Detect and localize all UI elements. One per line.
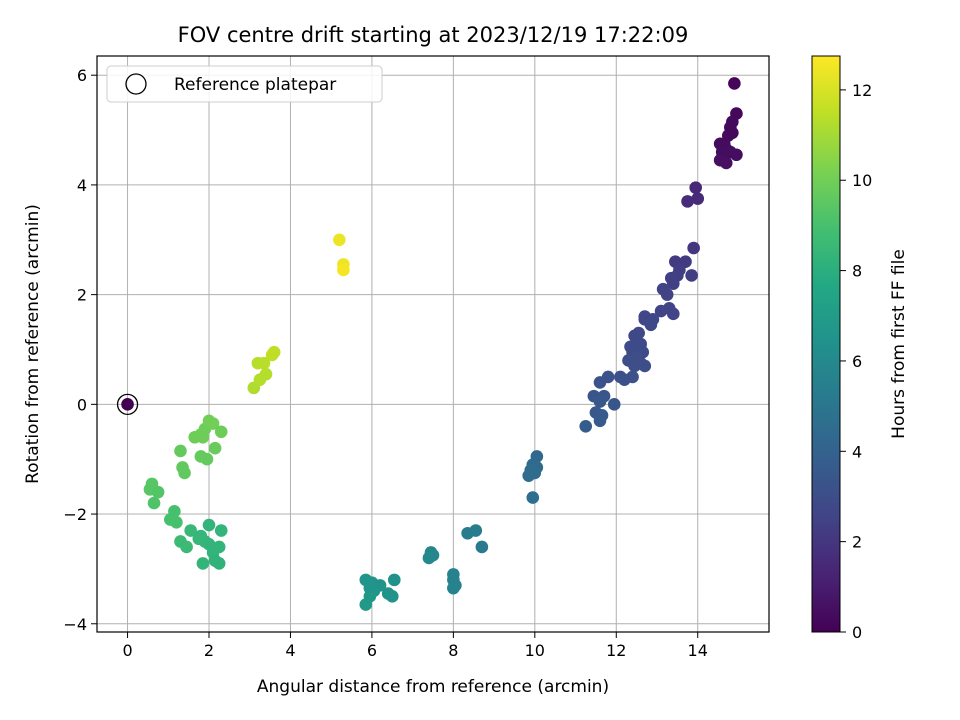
data-point [208,441,222,455]
colorbar-tick-label: 8 [852,262,862,281]
reference-point [116,393,139,415]
y-tick-label: 4 [77,176,87,195]
data-point [593,395,607,408]
legend-box [106,65,383,103]
data-point [170,515,183,529]
y-tick-label: 2 [77,286,87,305]
reference-point-ring [116,393,139,415]
data-point [388,573,401,587]
data-point [422,551,436,565]
data-point [385,590,399,603]
data-point [259,367,273,381]
x-tick-label: 10 [525,641,545,660]
data-point [196,557,210,570]
data-point [628,359,641,373]
x-tick-label: 4 [285,641,295,660]
data-point [174,444,187,458]
data-point [522,469,536,482]
data-point [469,524,483,537]
data-point [719,156,733,170]
data-point [593,376,607,389]
x-tick-label: 6 [367,641,377,660]
data-point [660,288,674,301]
data-point [212,557,226,570]
colorbar [811,55,841,633]
data-point [200,452,214,466]
data-point [638,359,652,373]
data-point [475,540,489,554]
grid [97,56,769,632]
data-point [728,77,741,90]
x-tick-label: 14 [688,641,708,660]
data-point [337,263,350,277]
data-point [147,496,161,510]
chart-title: FOV centre drift starting at 2023/12/19 … [178,23,689,47]
legend-entry-reference: Reference platepar [174,75,336,95]
reference-point-marker [121,398,134,411]
data-point [644,318,658,332]
data-point [359,598,373,611]
x-axis-label: Angular distance from reference (arcmin) [257,677,609,697]
legend-marker-reference [125,73,147,95]
data-points [143,77,743,611]
data-point [202,518,216,532]
y-axis-ticks: −4 −2 0 2 4 6 [63,66,97,634]
data-point [257,356,271,370]
colorbar-ticks: 0 2 4 6 8 10 12 [840,81,872,642]
data-point [593,414,607,428]
data-point [687,241,700,255]
data-point [526,491,540,504]
data-point [267,345,281,359]
data-point [691,192,705,205]
data-point [151,485,165,499]
data-point [685,269,698,282]
x-tick-label: 0 [122,641,132,660]
data-point [681,195,694,208]
colorbar-tick-label: 12 [852,81,872,100]
x-tick-label: 2 [204,641,214,660]
data-point [607,398,621,411]
data-point [214,425,228,439]
data-point [618,373,631,386]
data-point [666,277,680,290]
data-point [666,307,680,321]
colorbar-tick-label: 6 [852,352,862,371]
data-point [180,540,193,554]
legend: Reference platepar [106,65,383,103]
colorbar-tick-label: 0 [852,623,862,642]
x-tick-label: 8 [448,641,458,660]
data-point [726,126,739,140]
data-point [206,417,220,430]
colorbar-tick-label: 2 [852,533,862,552]
y-tick-label: −2 [63,505,87,524]
y-tick-label: 0 [77,395,87,414]
colorbar-tick-label: 4 [852,442,862,461]
data-point [178,466,191,480]
colorbar-tick-label: 10 [852,171,872,190]
data-point [194,529,208,543]
colorbar-label: Hours from first FF file [889,249,909,439]
data-point [333,233,346,247]
data-point [579,419,593,433]
y-axis-label: Rotation from reference (arcmin) [23,204,43,484]
x-tick-label: 12 [606,641,626,660]
data-point [689,181,702,194]
data-point [447,581,460,595]
data-point [214,524,228,537]
data-point [184,524,197,537]
data-point [730,148,743,162]
y-tick-label: −4 [63,615,87,634]
x-axis-ticks: 0 2 4 6 8 10 12 14 [122,632,708,660]
data-point [196,430,210,444]
plot-frame [96,55,770,633]
y-tick-label: 6 [77,66,87,85]
